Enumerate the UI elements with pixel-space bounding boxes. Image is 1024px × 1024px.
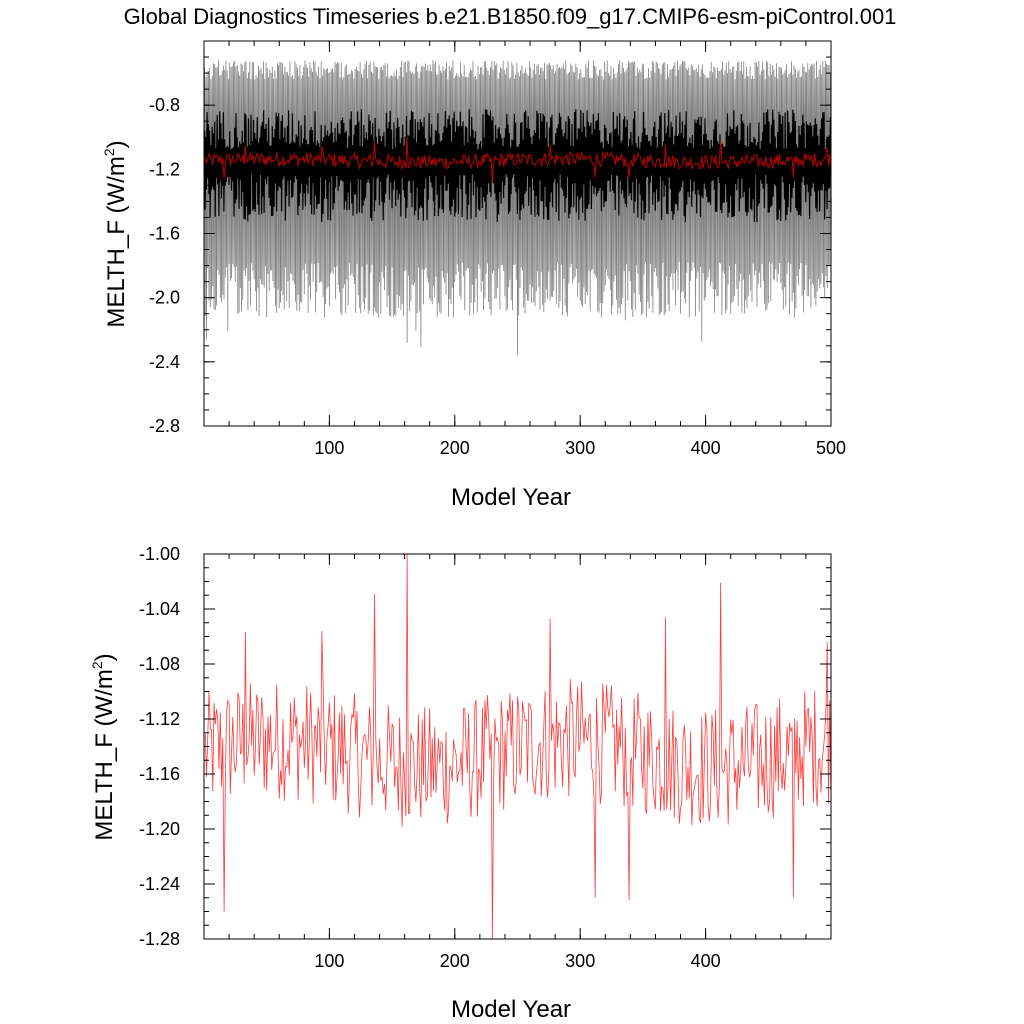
bottom-y-axis-label-close: )	[91, 653, 118, 661]
bottom-y-tick-label: -1.24	[139, 874, 180, 894]
top-chart: 100 200 300 400 500 -2.8 -2.4 -2.0 -1.6 -1.2 -0.8…	[101, 40, 846, 511]
bottom-y-tick-label: -1.08	[139, 654, 180, 674]
bottom-y-tick-label: -1.04	[139, 599, 180, 619]
top-annual-mean-line	[204, 137, 832, 183]
bottom-chart: 100 200 300 400 -1.28-1.24-1.20-1.16-1.12-1…	[89, 544, 832, 1023]
bottom-y-axis-label-main: MELTH_F (W/m	[91, 669, 118, 841]
top-y-tick-label: -0.8	[149, 95, 180, 115]
bottom-y-axis-label-sup: 2	[89, 661, 105, 669]
bottom-y-tick-label: -1.00	[139, 544, 180, 564]
top-y-ticks: -2.8 -2.4 -2.0 -1.6 -1.2 -0.8	[149, 40, 831, 436]
bottom-annual-mean-line	[204, 553, 832, 940]
top-y-tick-label: -2.4	[149, 352, 180, 372]
top-y-axis-label-close: )	[103, 140, 130, 148]
bottom-x-tick-label: 200	[440, 951, 470, 971]
bottom-y-tick-label: -1.12	[139, 709, 180, 729]
top-y-tick-label: -1.6	[149, 224, 180, 244]
figure-title: Global Diagnostics Timeseries b.e21.B185…	[124, 4, 897, 29]
top-x-ticks: 100 200 300 400 500	[228, 41, 846, 458]
top-y-axis-label-main: MELTH_F (W/m	[103, 156, 130, 328]
bottom-x-tick-label: 300	[565, 951, 595, 971]
top-y-tick-label: -1.2	[149, 159, 180, 179]
top-y-axis-label: MELTH_F (W/m2)	[101, 140, 130, 327]
top-x-tick-label: 500	[816, 438, 846, 458]
top-x-tick-label: 400	[691, 438, 721, 458]
top-x-tick-label: 300	[565, 438, 595, 458]
top-y-tick-label: -2.0	[149, 288, 180, 308]
bottom-x-ticks: 100 200 300 400	[228, 554, 832, 971]
top-x-tick-label: 100	[314, 438, 344, 458]
bottom-x-tick-label: 100	[314, 951, 344, 971]
top-x-tick-label: 200	[440, 438, 470, 458]
top-y-tick-label: -2.8	[149, 416, 180, 436]
top-monthly-series	[204, 60, 832, 356]
bottom-y-ticks: -1.28 -1.24 -1.20 -1.16 -1.12 -1.08 -1.04 -1.00	[139, 544, 831, 949]
bottom-plot-frame	[203, 553, 832, 940]
bottom-y-tick-label: -1.28	[139, 929, 180, 949]
bottom-y-tick-label: -1.16	[139, 764, 180, 784]
bottom-x-tick-label: 400	[691, 951, 721, 971]
bottom-y-tick-label: -1.20	[139, 819, 180, 839]
bottom-x-axis-label: Model Year	[451, 996, 571, 1023]
top-x-axis-label: Model Year	[451, 484, 571, 511]
top-y-axis-label-sup: 2	[101, 148, 117, 156]
bottom-y-axis-label: MELTH_F (W/m2)	[89, 653, 118, 840]
